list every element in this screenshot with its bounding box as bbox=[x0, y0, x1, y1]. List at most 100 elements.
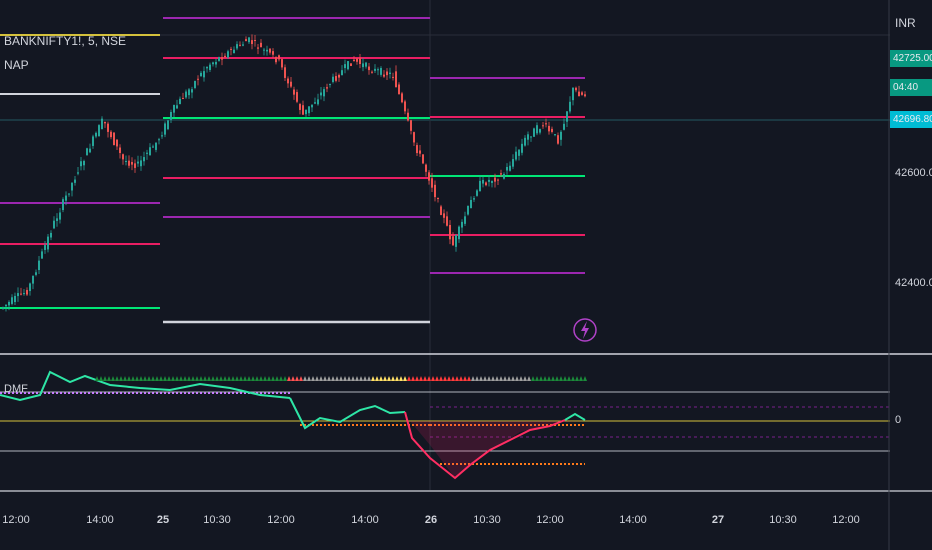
signal-triangle bbox=[571, 376, 575, 381]
candle-body bbox=[305, 109, 307, 115]
candle-body bbox=[8, 301, 10, 306]
candle-body bbox=[455, 235, 457, 247]
signal-triangle bbox=[135, 376, 139, 381]
price-tag-crosshair: 42696.80 bbox=[893, 114, 932, 125]
candle-body bbox=[209, 64, 211, 70]
candle-body bbox=[449, 224, 451, 240]
candle-body bbox=[320, 92, 322, 96]
signal-triangle bbox=[395, 376, 399, 381]
candle-body bbox=[275, 56, 277, 63]
candle-body bbox=[128, 160, 130, 166]
candle-body bbox=[80, 161, 82, 167]
signal-triangle bbox=[251, 376, 255, 381]
candle-body bbox=[485, 182, 487, 186]
candle-body bbox=[221, 57, 223, 60]
signal-triangle bbox=[443, 376, 447, 381]
signal-triangle bbox=[423, 376, 427, 381]
candle-body bbox=[29, 283, 31, 292]
candlesticks bbox=[2, 34, 586, 312]
osc-line-green bbox=[289, 397, 406, 430]
signal-triangle bbox=[287, 376, 291, 381]
candle-body bbox=[206, 66, 208, 69]
candle-body bbox=[203, 71, 205, 78]
candle-body bbox=[56, 218, 58, 221]
signal-triangle bbox=[111, 376, 115, 381]
candle-body bbox=[101, 118, 103, 129]
candle-body bbox=[110, 131, 112, 138]
candle-body bbox=[170, 112, 172, 120]
signal-triangle bbox=[407, 376, 411, 381]
candle-body bbox=[494, 177, 496, 182]
candle-body bbox=[212, 62, 214, 65]
candle-body bbox=[26, 290, 28, 295]
candle-body bbox=[149, 147, 151, 156]
signal-triangle bbox=[419, 376, 423, 381]
signal-triangle bbox=[323, 376, 327, 381]
price-tag-last: 42725.00 bbox=[893, 53, 932, 64]
candle-body bbox=[89, 148, 91, 153]
signal-triangle bbox=[99, 376, 103, 381]
lightning-alert-icon[interactable] bbox=[573, 318, 597, 342]
candle-body bbox=[416, 145, 418, 154]
osc-line-green bbox=[564, 412, 586, 421]
osc-fill bbox=[410, 421, 585, 478]
candle-body bbox=[380, 68, 382, 75]
signal-triangle bbox=[231, 376, 235, 381]
candle-body bbox=[23, 293, 25, 295]
signal-triangle bbox=[171, 376, 175, 381]
candle-body bbox=[263, 49, 265, 51]
time-tick: 10:30 bbox=[769, 514, 797, 526]
candle-body bbox=[134, 163, 136, 168]
signal-triangle bbox=[107, 376, 111, 381]
candle-body bbox=[548, 125, 550, 132]
signal-triangle bbox=[151, 376, 155, 381]
candle-body bbox=[308, 106, 310, 114]
candle-body bbox=[575, 87, 577, 91]
signal-triangle bbox=[147, 376, 151, 381]
signal-triangle bbox=[363, 376, 367, 381]
signal-triangle bbox=[511, 376, 515, 381]
candle-body bbox=[347, 61, 349, 70]
signal-triangle bbox=[479, 376, 483, 381]
signal-triangle bbox=[503, 376, 507, 381]
signal-triangle bbox=[435, 376, 439, 381]
candle-body bbox=[362, 63, 364, 68]
indicator-name[interactable]: NAP bbox=[4, 58, 29, 72]
candle-body bbox=[161, 135, 163, 137]
candle-body bbox=[566, 111, 568, 122]
candle-body bbox=[437, 197, 439, 199]
candle-body bbox=[413, 132, 415, 143]
time-tick: 26 bbox=[424, 514, 438, 526]
time-tick: 25 bbox=[156, 514, 170, 526]
signal-triangle bbox=[471, 376, 475, 381]
price-tag-bg bbox=[890, 111, 932, 128]
candle-body bbox=[281, 59, 283, 68]
signal-triangle bbox=[167, 376, 171, 381]
candle-body bbox=[434, 184, 436, 198]
candle-body bbox=[260, 42, 262, 48]
candle-body bbox=[371, 71, 373, 73]
signal-triangle bbox=[355, 376, 359, 381]
signal-triangle bbox=[103, 376, 107, 381]
signal-triangle bbox=[195, 376, 199, 381]
signal-triangle bbox=[247, 376, 251, 381]
symbol-title[interactable]: BANKNIFTY1!, 5, NSE bbox=[4, 34, 127, 48]
candle-body bbox=[584, 94, 586, 97]
signal-triangle bbox=[211, 376, 215, 381]
candle-body bbox=[554, 134, 556, 136]
price-label: 42400.00 bbox=[895, 277, 932, 289]
candle-body bbox=[290, 81, 292, 87]
candle-body bbox=[164, 123, 166, 135]
oscillator-label[interactable]: DMF bbox=[4, 383, 28, 395]
candle-body bbox=[74, 179, 76, 183]
signal-triangle bbox=[379, 376, 383, 381]
signal-triangle bbox=[183, 376, 187, 381]
candle-body bbox=[356, 58, 358, 62]
candle-body bbox=[491, 180, 493, 183]
candle-body bbox=[581, 92, 583, 95]
candle-body bbox=[470, 199, 472, 209]
price-tag-countdown: 04:40 bbox=[893, 82, 919, 93]
signal-triangle bbox=[299, 376, 303, 381]
signal-triangle bbox=[311, 376, 315, 381]
